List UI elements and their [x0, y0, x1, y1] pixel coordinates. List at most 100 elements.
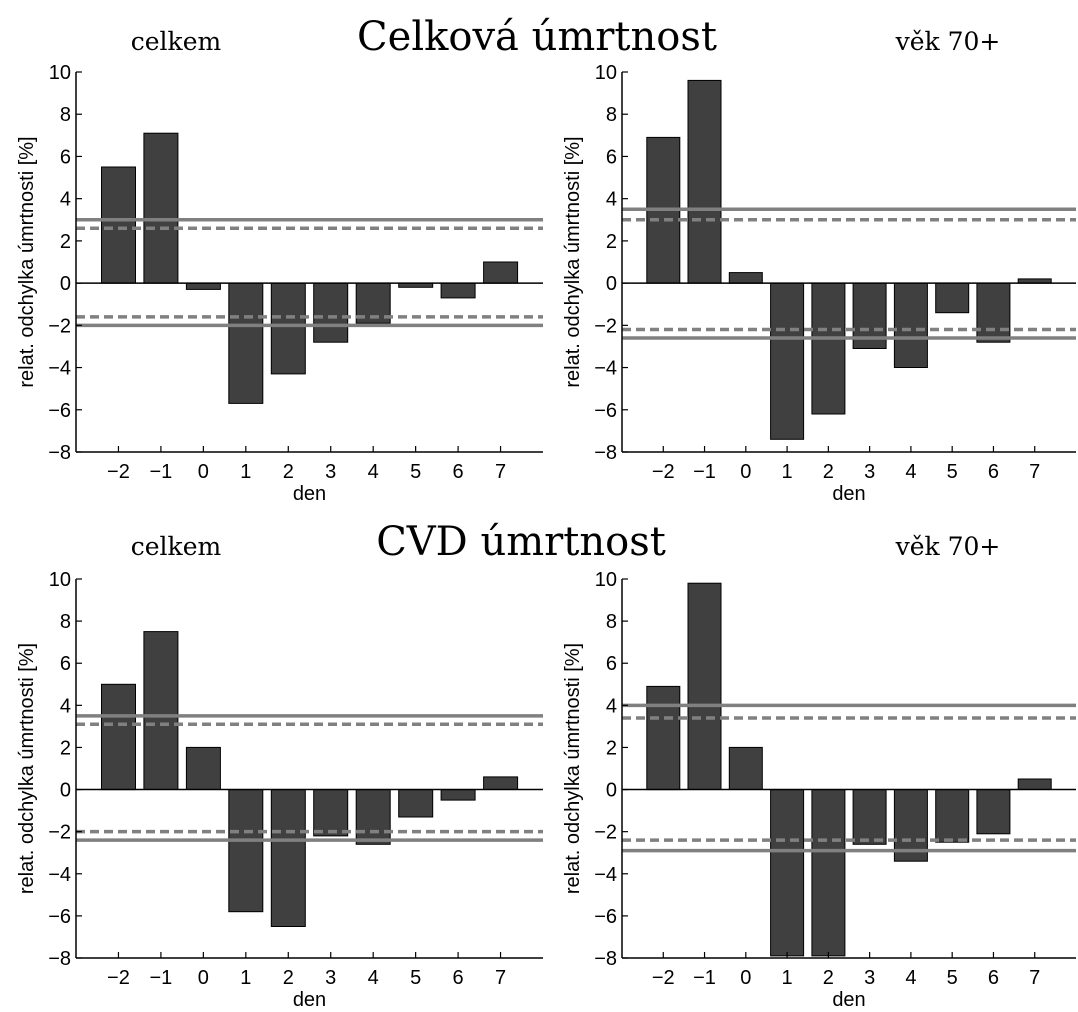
chart-panel-0: −8 −6 −4 −2 0 2 4 6 8 10 −2 −1 0 1 2 3 4 5 6 7 den relat. odc…	[16, 62, 543, 505]
bar	[313, 789, 349, 837]
bar	[483, 776, 519, 791]
y-tick-label: −4	[594, 358, 617, 380]
y-tick-label: −6	[594, 400, 617, 422]
y-tick-label: 6	[60, 653, 71, 675]
bar	[935, 789, 970, 843]
y-tick-label: 4	[606, 189, 617, 211]
bar	[811, 789, 846, 957]
x-tick-label: 3	[864, 461, 875, 483]
y-tick-label: −8	[48, 442, 71, 464]
x-tick-label: 1	[240, 461, 251, 483]
y-tick-label: −4	[48, 358, 71, 380]
x-tick-label: −1	[150, 967, 173, 989]
x-tick-label: −2	[107, 967, 130, 989]
x-tick-label: 6	[453, 967, 464, 989]
y-tick-label: −6	[594, 906, 617, 928]
bar	[228, 282, 264, 404]
x-tick-label: 2	[823, 967, 834, 989]
subtitle-age70-total: věk 70+	[895, 27, 1001, 56]
x-tick-label: 3	[864, 967, 875, 989]
x-tick-label: 0	[198, 461, 209, 483]
x-tick-label: 5	[410, 461, 421, 483]
bar	[483, 261, 519, 284]
bar	[143, 132, 179, 284]
x-tick-label: 2	[823, 461, 834, 483]
x-tick-label: 7	[1029, 461, 1040, 483]
y-tick-label: −8	[48, 948, 71, 970]
bar	[1017, 778, 1052, 790]
y-tick-label: 10	[595, 62, 617, 84]
x-tick-label: 6	[453, 461, 464, 483]
bar	[101, 166, 136, 284]
section-title-total: Celková úmrtnost	[357, 14, 717, 60]
x-tick-label: 2	[283, 967, 294, 989]
bar	[811, 282, 846, 415]
y-tick-label: 0	[60, 780, 71, 802]
bar	[270, 282, 306, 375]
bar	[687, 79, 722, 284]
x-tick-label: 4	[905, 461, 916, 483]
x-tick-label: 6	[988, 461, 999, 483]
x-tick-label: 4	[905, 967, 916, 989]
bar	[143, 631, 179, 790]
x-tick-label: 5	[947, 461, 958, 483]
y-tick-label: 4	[60, 695, 71, 717]
bar	[270, 789, 306, 927]
x-tick-label: 3	[325, 967, 336, 989]
bar	[976, 282, 1011, 343]
bar	[728, 746, 763, 791]
bar	[398, 789, 434, 818]
bar	[852, 789, 887, 845]
bar	[893, 282, 928, 369]
bar	[313, 282, 349, 343]
x-axis-label: den	[832, 989, 865, 1011]
x-tick-label: −2	[107, 461, 130, 483]
x-axis-label: den	[832, 483, 865, 505]
y-tick-label: 8	[60, 104, 71, 126]
x-tick-label: −1	[150, 461, 173, 483]
y-tick-label: −8	[594, 948, 617, 970]
x-tick-label: 0	[198, 967, 209, 989]
chart-panel-1: −8 −6 −4 −2 0 2 4 6 8 10 −2 −1 0 1 2 3 4 5 6 7 den relat. odc…	[562, 62, 1076, 505]
x-tick-label: 4	[368, 967, 379, 989]
bar	[770, 789, 805, 957]
y-tick-label: 8	[606, 104, 617, 126]
x-tick-label: 7	[1029, 967, 1040, 989]
y-tick-label: 6	[60, 146, 71, 168]
y-axis-label: relat. odchylka úmrtnosti [%]	[562, 136, 584, 387]
y-tick-label: 6	[606, 653, 617, 675]
y-tick-label: 8	[606, 611, 617, 633]
x-tick-label: 1	[240, 967, 251, 989]
chart-panel-3: −8 −6 −4 −2 0 2 4 6 8 10 −2 −1 0 1 2 3 4 5 6 7 den relat. odc…	[562, 569, 1076, 1011]
x-tick-label: −2	[652, 461, 675, 483]
x-tick-label: 1	[782, 967, 793, 989]
bar	[935, 282, 970, 314]
y-tick-label: 10	[49, 62, 71, 84]
y-axis-label: relat. odchylka úmrtnosti [%]	[562, 643, 584, 894]
y-tick-label: −2	[594, 315, 617, 337]
bar	[728, 272, 763, 284]
bar	[646, 685, 681, 791]
bar	[687, 582, 722, 791]
section-title-cvd: CVD úmrtnost	[376, 519, 666, 565]
y-tick-label: 2	[60, 231, 71, 253]
y-axis-label: relat. odchylka úmrtnosti [%]	[16, 643, 38, 894]
y-tick-label: 0	[606, 273, 617, 295]
y-tick-label: −2	[48, 822, 71, 844]
bar	[440, 282, 476, 299]
y-tick-label: 4	[606, 695, 617, 717]
bar	[355, 789, 391, 845]
x-tick-label: −1	[693, 461, 716, 483]
x-tick-label: −2	[652, 967, 675, 989]
y-tick-label: −4	[594, 864, 617, 886]
bar	[976, 789, 1011, 835]
y-tick-label: 10	[595, 569, 617, 591]
subtitle-celkem-total: celkem	[131, 27, 222, 56]
x-tick-label: 7	[495, 967, 506, 989]
x-tick-label: 5	[410, 967, 421, 989]
x-axis-label: den	[293, 483, 326, 505]
x-tick-label: 3	[325, 461, 336, 483]
bar	[228, 789, 264, 913]
